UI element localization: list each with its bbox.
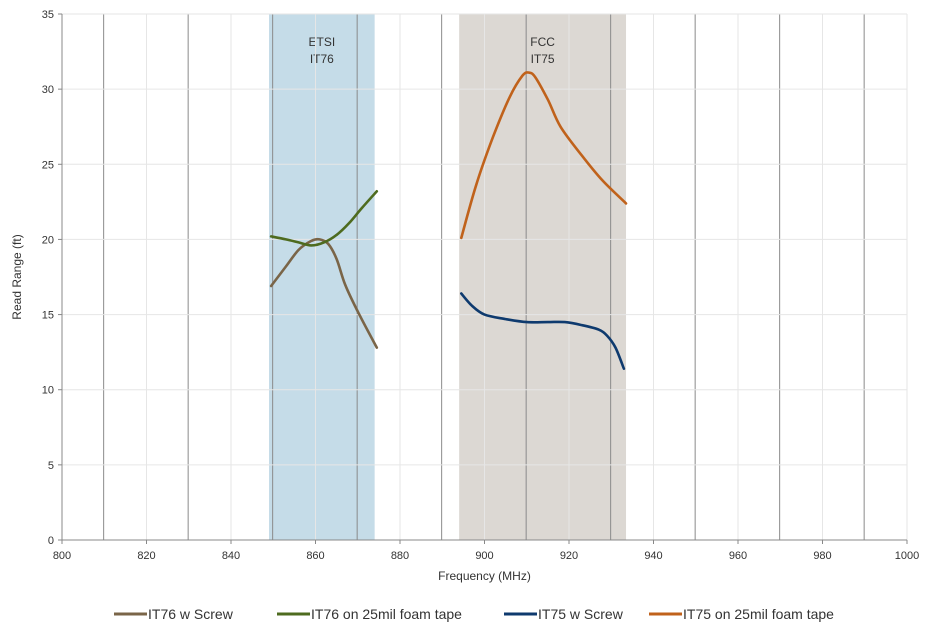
x-tick-label: 960 bbox=[729, 550, 747, 562]
band-0 bbox=[269, 14, 375, 540]
series-line-2 bbox=[460, 292, 626, 370]
series-line-0 bbox=[269, 237, 379, 349]
x-tick-label: 820 bbox=[137, 550, 155, 562]
y-tick-label: 20 bbox=[42, 234, 54, 246]
band-label-0-line2: IT76 bbox=[310, 52, 334, 66]
series-line-3 bbox=[460, 71, 628, 240]
x-tick-label: 1000 bbox=[895, 550, 919, 562]
y-tick-label: 35 bbox=[42, 9, 54, 21]
data-series bbox=[269, 71, 628, 370]
x-tick-label: 880 bbox=[391, 550, 409, 562]
y-tick-label: 25 bbox=[42, 159, 54, 171]
y-tick-label: 0 bbox=[48, 535, 54, 547]
legend: IT76 w Screw IT76 on 25mil foam tape IT75 … bbox=[114, 606, 834, 622]
x-tick-label: 900 bbox=[475, 550, 493, 562]
x-tick-label: 980 bbox=[813, 550, 831, 562]
x-tick-label: 860 bbox=[306, 550, 324, 562]
y-axis-title: Read Range (ft) bbox=[10, 234, 24, 319]
y-tick-label: 5 bbox=[48, 460, 54, 472]
series-line-1 bbox=[269, 190, 379, 247]
y-tick-label: 10 bbox=[42, 385, 54, 397]
x-tick-label: 840 bbox=[222, 550, 240, 562]
x-tick-label: 940 bbox=[644, 550, 662, 562]
x-tick-label: 800 bbox=[53, 550, 71, 562]
axes: 800 820 840 860 880 900 920 940 960 980 1000 0 5 10 15… bbox=[42, 9, 919, 562]
legend-label-0: IT76 w Screw bbox=[148, 606, 234, 622]
y-tick-label: 30 bbox=[42, 84, 54, 96]
x-axis-title: Frequency (MHz) bbox=[438, 569, 531, 583]
band-label-0-line1: ETSI bbox=[309, 35, 336, 49]
band-1 bbox=[459, 14, 627, 540]
y-tick-label: 15 bbox=[42, 310, 54, 322]
band-label-1-line1: FCC bbox=[530, 35, 555, 49]
band-label-1-line2: IT75 bbox=[531, 52, 555, 66]
legend-label-3: IT75 on 25mil foam tape bbox=[683, 606, 834, 622]
legend-label-2: IT75 w Screw bbox=[538, 606, 624, 622]
legend-label-1: IT76 on 25mil foam tape bbox=[311, 606, 462, 622]
grid bbox=[61, 13, 908, 540]
frequency-bands: ETSI IT76 FCC IT75 bbox=[269, 14, 627, 540]
x-tick-label: 920 bbox=[560, 550, 578, 562]
